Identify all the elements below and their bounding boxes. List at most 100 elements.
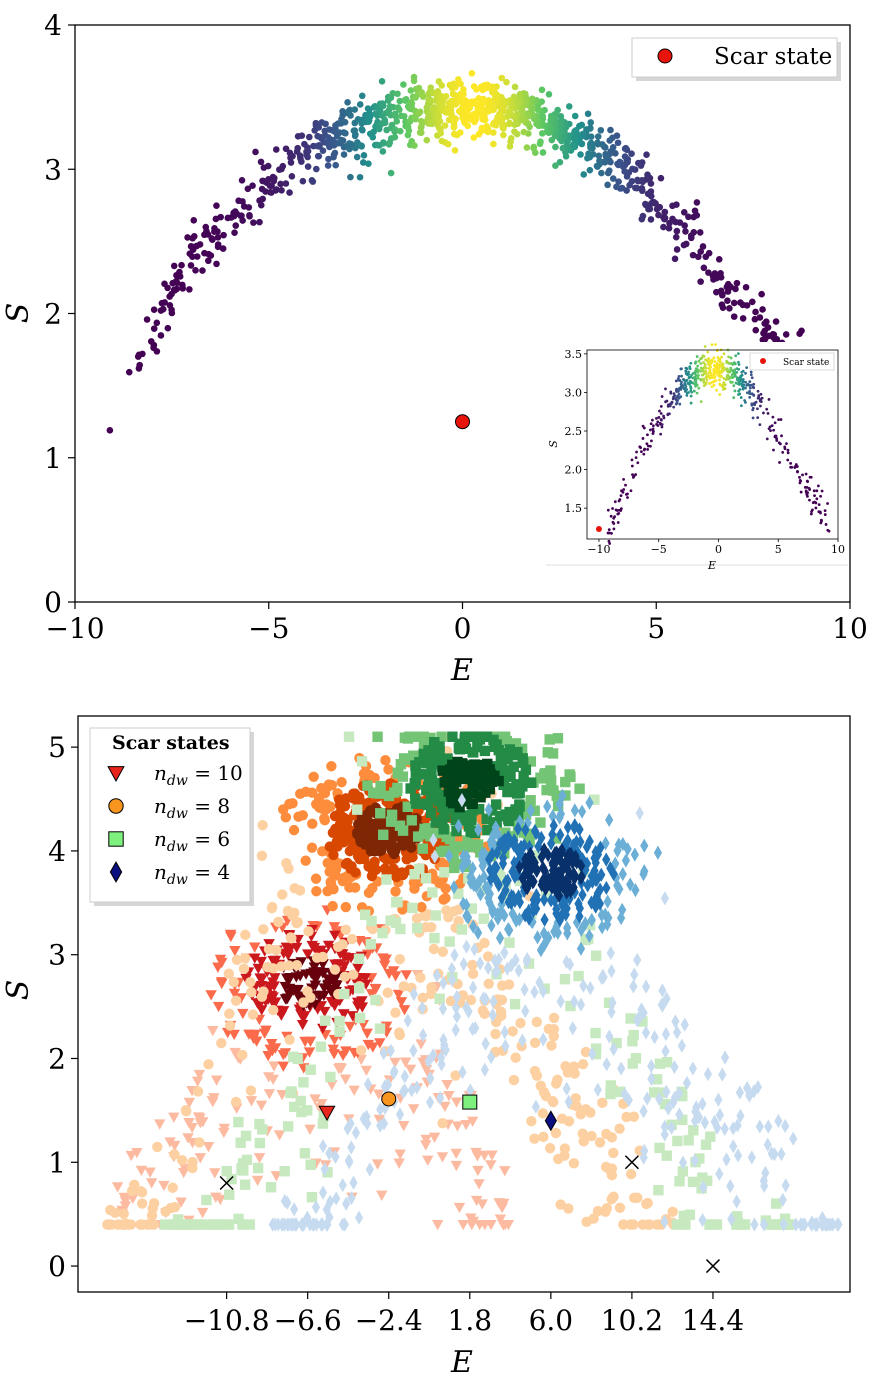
top-bulk-point xyxy=(471,98,478,105)
top-bulk-point xyxy=(761,327,769,335)
bottom-bulk-point xyxy=(628,1192,640,1204)
inset-bulk-point xyxy=(702,378,706,382)
inset-bulk-point xyxy=(748,380,752,384)
bottom-bulk-point xyxy=(183,1097,196,1109)
inset-bulk-point xyxy=(819,518,823,522)
top-bulk-point xyxy=(388,121,396,129)
bottom-bulk-point xyxy=(494,810,506,822)
inset-bulk-point xyxy=(660,395,664,398)
top-bulk-point xyxy=(370,128,377,136)
bottom-bulk-point xyxy=(299,1148,311,1159)
top-bulk-point xyxy=(438,82,446,89)
bottom-bulk-point xyxy=(495,930,505,946)
inset-bulk-point xyxy=(727,355,731,359)
bottom-bulk-point xyxy=(549,818,558,833)
bottom-bulk-point xyxy=(282,950,294,961)
bottom-bulk-point xyxy=(451,1022,460,1038)
bottom-bulk-point xyxy=(578,887,587,902)
bottom-bulk-point xyxy=(336,776,347,788)
bottom-bulk-point xyxy=(448,973,457,988)
top-bulk-point xyxy=(523,144,531,151)
bottom-bulk-point xyxy=(285,932,296,943)
bottom-bulk-point xyxy=(284,1034,295,1045)
bottom-bulk-point xyxy=(237,1219,248,1230)
bottom-bulk-point xyxy=(426,1071,435,1086)
inset-bulk-point xyxy=(744,386,747,390)
inset-bulk-point xyxy=(629,489,633,493)
bottom-bulk-point xyxy=(312,1217,321,1232)
bottom-bulk-point xyxy=(554,888,564,903)
bottom-bulk-point xyxy=(612,870,621,885)
bottom-legend-marker xyxy=(109,861,123,883)
bottom-bulk-point xyxy=(672,1025,682,1040)
bottom-bulk-point xyxy=(559,1143,571,1154)
bottom-bulk-point xyxy=(175,1197,187,1208)
bottom-bulk-point xyxy=(563,1203,574,1214)
bottom-bulk-point xyxy=(531,826,541,841)
top-bulk-point xyxy=(256,218,263,226)
bottom-bulk-point xyxy=(437,765,448,776)
top-bulk-point xyxy=(758,290,765,298)
bottom-bulk-point xyxy=(467,871,477,886)
top-bulk-point xyxy=(604,181,611,189)
bottom-bulk-point xyxy=(614,1123,625,1134)
inset-scar-point xyxy=(595,525,602,532)
inset-y-tick-label: 2.5 xyxy=(565,425,583,438)
bottom-bulk-point xyxy=(531,1016,543,1028)
bottom-bulk-point xyxy=(208,1093,220,1104)
bottom-bulk-point xyxy=(630,1053,642,1064)
inset-bulk-point xyxy=(799,490,803,494)
bottom-bulk-point xyxy=(270,1171,283,1182)
bottom-bulk-point xyxy=(302,986,313,997)
bottom-bulk-point xyxy=(466,1116,479,1127)
bottom-bulk-point xyxy=(778,1192,787,1207)
bottom-bulk-point xyxy=(660,1119,669,1134)
top-bulk-point xyxy=(190,233,198,240)
bottom-bulk-point xyxy=(277,1061,290,1072)
top-bulk-point xyxy=(170,262,178,270)
bottom-bulk-point xyxy=(398,1005,411,1016)
bottom-bulk-point xyxy=(459,773,470,785)
bottom-bulk-point xyxy=(588,1046,597,1061)
bottom-bulk-point xyxy=(194,1153,207,1164)
top-bulk-point xyxy=(697,248,704,255)
top-bulk-point xyxy=(250,219,257,226)
bottom-bulk-point xyxy=(602,880,611,896)
bottom-bulk-point xyxy=(535,1080,546,1092)
bottom-bulk-point xyxy=(606,945,615,961)
top-bulk-point xyxy=(232,222,240,229)
bottom-bulk-point xyxy=(467,804,478,815)
bottom-bulk-point xyxy=(300,855,311,866)
bottom-bulk-point xyxy=(565,867,574,883)
bottom-bulk-point xyxy=(729,1139,738,1154)
inset-bulk-point xyxy=(714,369,717,372)
inset-bulk-point xyxy=(779,418,783,421)
bottom-bulk-point xyxy=(639,1150,648,1165)
top-bulk-point xyxy=(596,157,603,165)
inset-bulk-point xyxy=(710,385,714,389)
bottom-bulk-point xyxy=(564,769,575,780)
bottom-bulk-point xyxy=(360,1065,373,1077)
bottom-bulk-point xyxy=(657,997,666,1012)
bottom-bulk-point xyxy=(400,1069,409,1084)
bottom-bulk-point xyxy=(421,758,432,769)
inset-bulk-point xyxy=(777,418,781,422)
bottom-bulk-point xyxy=(355,1054,367,1066)
top-bulk-point xyxy=(231,229,238,236)
bottom-bulk-point xyxy=(367,787,379,798)
inset-bulk-point xyxy=(680,380,683,384)
inset-bulk-point xyxy=(733,389,737,393)
inset-bulk-point xyxy=(748,386,752,390)
top-bulk-point xyxy=(389,90,397,97)
inset-bulk-point xyxy=(694,374,698,377)
bottom-bulk-point xyxy=(282,1121,294,1132)
top-bulk-point xyxy=(634,176,641,184)
top-bulk-point xyxy=(219,245,227,252)
bottom-bulk-point xyxy=(457,1219,469,1231)
bottom-bulk-point xyxy=(365,1162,374,1177)
bottom-bulk-point xyxy=(779,1213,791,1224)
inset-bulk-point xyxy=(738,376,742,380)
inset-bulk-point xyxy=(736,352,740,356)
bottom-bulk-point xyxy=(470,1147,482,1159)
bottom-bulk-point xyxy=(508,1074,520,1086)
